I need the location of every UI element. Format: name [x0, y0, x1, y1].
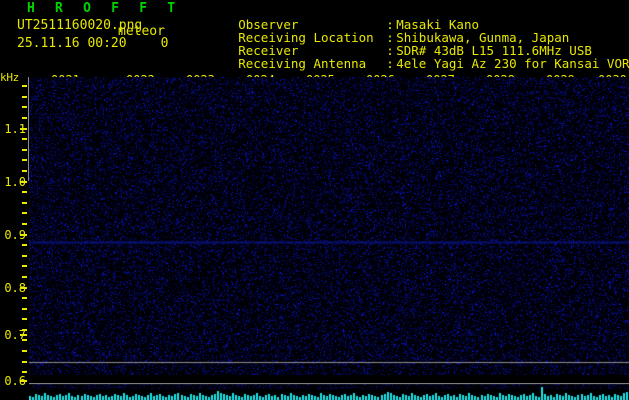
app-title: H R O F F T — [27, 1, 182, 16]
spectrogram-top-canvas — [29, 77, 629, 91]
metadata-value: SDR# 43dB L15 111.6MHz USB — [396, 43, 592, 58]
y-minor-tick — [22, 328, 27, 331]
y-minor-tick — [22, 106, 27, 109]
y-tick-label: 0.8 — [4, 281, 26, 295]
metadata-colon: : — [386, 56, 394, 71]
y-minor-tick — [22, 148, 27, 151]
y-minor-tick — [22, 265, 27, 268]
amplitude-canvas — [29, 383, 629, 400]
mode-label: meteor — [118, 24, 165, 39]
y-minor-tick — [22, 85, 27, 87]
y-minor-tick — [22, 201, 27, 204]
metadata-label: Receiving Antenna — [238, 56, 367, 71]
metadata-label: Receiving Location — [238, 30, 374, 45]
y-tick-label: 0.6 — [4, 374, 26, 388]
y-tick-mark — [20, 181, 27, 183]
y-minor-tick — [22, 222, 27, 225]
header-panel: H R O F F T UT2511160020.png meteor 25.1… — [0, 0, 629, 71]
amplitude-strip — [29, 383, 629, 400]
metadata-block: Observer: Masaki Kano Receiving Location:… — [178, 5, 629, 70]
echo-count: 0 — [160, 36, 169, 51]
datetime-label: 25.11.16 00:20 0 — [17, 37, 168, 51]
y-minor-tick — [22, 360, 27, 363]
metadata-row-observer: Observer: Masaki Kano — [178, 5, 628, 31]
metadata-value: 4ele Yagi Az 230 for Kansai VOR — [396, 56, 629, 71]
spectrogram-canvas — [29, 90, 629, 375]
y-minor-tick — [22, 339, 27, 342]
y-minor-tick — [22, 307, 27, 310]
y-minor-tick — [22, 275, 27, 278]
y-tick-mark — [20, 128, 27, 130]
y-axis-unit-label: kHz — [0, 71, 19, 84]
metadata-label: Observer — [238, 17, 299, 32]
metadata-row-location: Receiving Location: Shibukawa, Gunma, Jap… — [178, 18, 628, 44]
y-minor-tick — [22, 116, 27, 119]
y-axis-line — [28, 77, 29, 181]
metadata-row-receiver: Receiver: SDR# 43dB L15 111.6MHz USB — [178, 31, 628, 57]
y-tick-mark — [20, 380, 27, 382]
metadata-value: Masaki Kano — [396, 17, 480, 32]
filename-label: UT2511160020.png — [17, 18, 143, 33]
y-tick-mark — [20, 287, 27, 289]
y-tick-mark — [20, 234, 27, 236]
y-tick-mark — [20, 334, 27, 336]
metadata-colon: : — [386, 30, 394, 45]
metadata-row-antenna: Receiving Antenna:4ele Yagi Az 230 for K… — [178, 44, 629, 70]
y-minor-tick — [22, 191, 27, 193]
y-minor-tick — [22, 371, 27, 374]
spectrogram-plot — [29, 90, 629, 375]
y-minor-tick — [22, 212, 27, 215]
y-minor-tick — [22, 350, 27, 352]
datetime-value: 25.11.16 00:20 — [17, 36, 127, 51]
spectrogram-top-strip — [29, 77, 629, 91]
y-minor-tick — [22, 297, 27, 299]
metadata-label: Receiver — [238, 43, 299, 58]
y-minor-tick — [22, 244, 27, 246]
y-minor-tick — [22, 159, 27, 162]
y-minor-tick — [22, 138, 27, 140]
y-minor-tick — [22, 254, 27, 257]
metadata-colon: : — [386, 17, 394, 32]
y-minor-tick — [22, 169, 27, 172]
y-minor-tick — [22, 95, 27, 98]
metadata-value: Shibukawa, Gunma, Japan — [396, 30, 570, 45]
y-tick-label: 0.7 — [4, 328, 26, 342]
metadata-colon: : — [386, 43, 394, 58]
y-tick-label: 0.9 — [4, 228, 26, 242]
y-minor-tick — [22, 318, 27, 321]
y-tick-label: 1.0 — [4, 175, 26, 189]
y-axis-labels: 1.1 1.0 0.9 0.8 0.7 0.6 — [0, 70, 28, 400]
y-tick-label: 1.1 — [4, 122, 26, 136]
